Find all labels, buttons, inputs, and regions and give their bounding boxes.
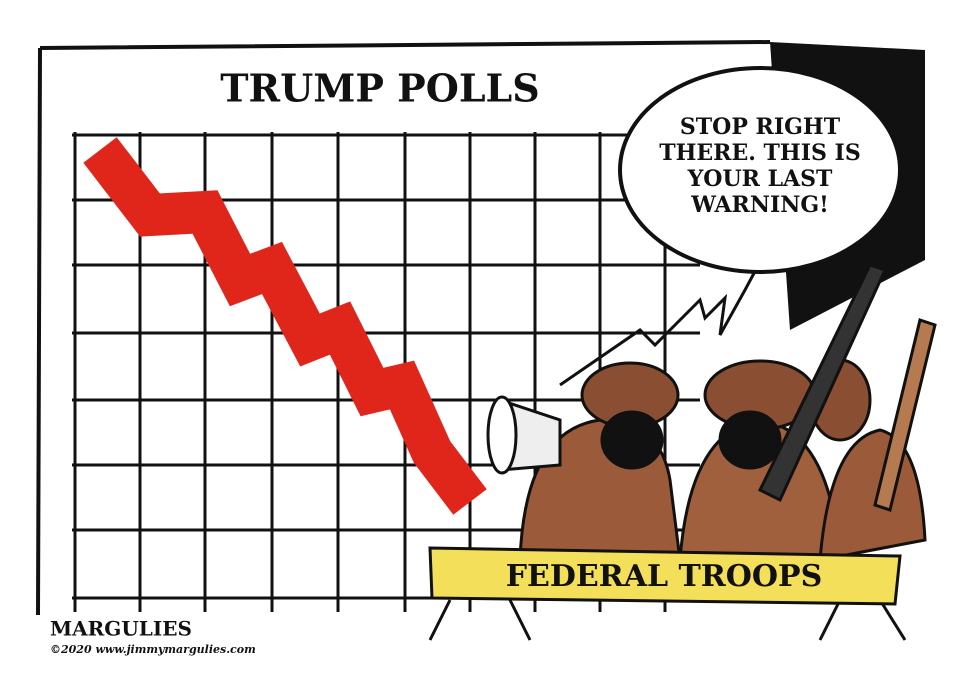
signature: MARGULIES xyxy=(50,617,192,641)
falling-poll-line xyxy=(83,137,487,515)
bubble-text: THERE. THIS IS xyxy=(659,140,860,166)
bubble xyxy=(618,66,902,274)
bubble-text: YOUR LAST xyxy=(687,166,833,192)
chart-frame xyxy=(36,40,771,616)
barricade: FEDERAL TROOPS xyxy=(428,546,907,641)
gas-mask-middle xyxy=(718,410,782,470)
rifle xyxy=(757,263,888,503)
barricade-board xyxy=(428,546,902,606)
chart-title: TRUMP POLLS xyxy=(220,66,539,111)
baton xyxy=(873,318,937,512)
bubble-text: WARNING! xyxy=(690,192,829,218)
barricade-legs xyxy=(428,599,907,641)
barricade-label: FEDERAL TROOPS xyxy=(506,559,823,594)
credit: ©2020 www.jimmymargulies.com xyxy=(50,643,256,656)
bubble-tail xyxy=(559,261,762,387)
bubble-text: STOP RIGHT xyxy=(680,114,841,140)
gas-mask-left xyxy=(600,410,664,470)
megaphone-bell xyxy=(486,395,518,475)
troops xyxy=(486,263,937,562)
